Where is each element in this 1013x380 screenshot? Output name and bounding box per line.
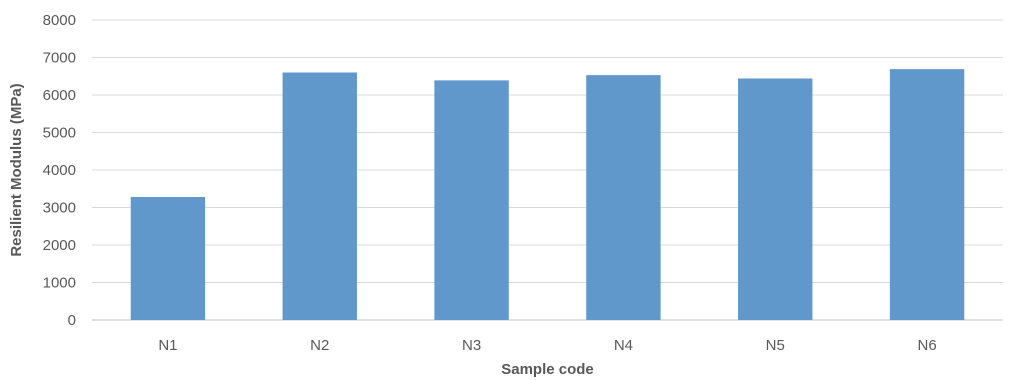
x-tick-label-n3: N3: [462, 337, 481, 354]
y-tick-label: 4000: [43, 162, 76, 179]
bar-n3: [434, 80, 509, 320]
y-tick-label: 0: [68, 312, 76, 329]
x-tick-label-n2: N2: [310, 337, 329, 354]
bar-n4: [586, 75, 661, 320]
x-tick-label-n6: N6: [917, 337, 936, 354]
bar-n1: [130, 197, 206, 320]
y-tick-label: 2000: [43, 237, 76, 254]
x-tick-label-n1: N1: [158, 337, 177, 354]
x-tick-label-n5: N5: [766, 337, 785, 354]
y-axis-title: Resilient Modulus (MPa): [8, 83, 25, 256]
y-tick-label: 1000: [43, 275, 76, 292]
bar-n5: [738, 78, 813, 320]
x-axis-title: Sample code: [501, 361, 594, 378]
bars: [130, 69, 965, 320]
bar-n2: [282, 72, 357, 320]
y-tick-label: 8000: [43, 12, 76, 29]
y-axis-tick-labels: 0 1000 2000 3000 4000 5000 6000 7000 8000: [43, 12, 76, 329]
x-axis-tick-labels: N1 N2 N3 N4 N5 N6: [158, 337, 936, 354]
y-tick-label: 3000: [43, 200, 76, 217]
y-tick-label: 5000: [43, 125, 76, 142]
y-tick-label: 7000: [43, 50, 76, 67]
y-tick-label: 6000: [43, 87, 76, 104]
gridlines: [92, 19, 1003, 321]
x-tick-label-n4: N4: [614, 337, 633, 354]
bar-n6: [889, 69, 965, 320]
